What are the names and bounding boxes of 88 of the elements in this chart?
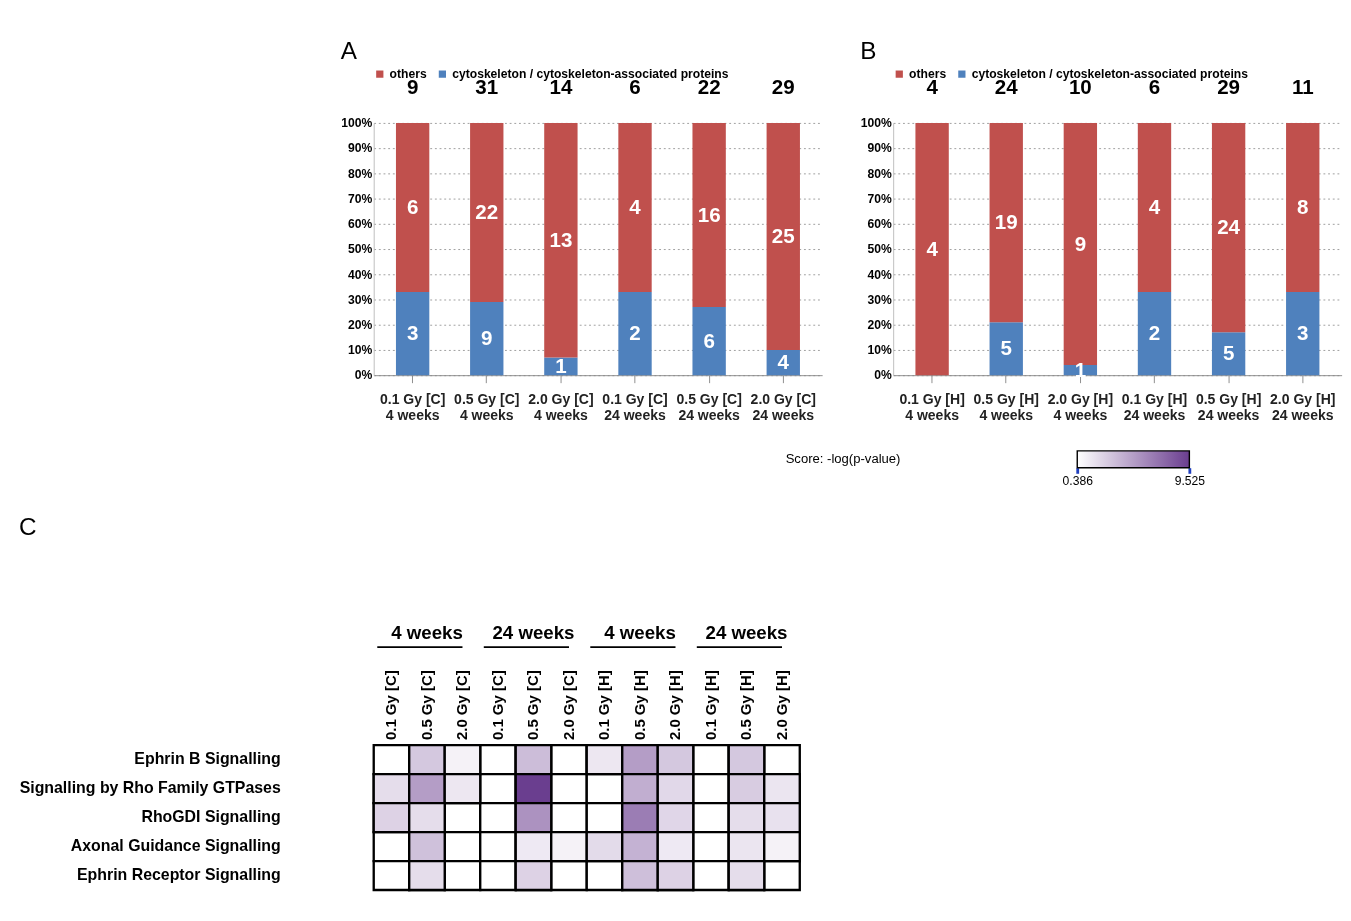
y-tick-label: RhoGDI Signalling [141,808,281,826]
x-tick-label: 0.1 Gy [H] [595,670,613,741]
y-tick-label: 60% [348,217,373,232]
annotation: 8 [1297,194,1309,218]
y-tick-label: 80% [348,166,373,181]
y-tick-label: 90% [348,141,373,156]
y-tick-label: 20% [867,317,892,332]
y-tick-label: 50% [867,242,892,257]
y-tick-label: Signalling by Rho Family GTPases [19,779,281,797]
color-bar-label: 0.386 [1062,473,1094,488]
annotation: 16 [697,202,721,226]
y-tick-label: 90% [867,141,892,156]
x-tick-label: 2.0 Gy [C] 4 weeks [528,390,594,423]
y-tick-label: 70% [348,191,373,206]
x-tick-label: 0.5 Gy [C] [524,670,542,741]
y-tick-label: 30% [867,292,892,307]
x-tick-label: 0.5 Gy [C] 4 weeks [454,390,520,423]
color-bar-title: Score: -log(p-value) [785,451,901,467]
x-tick-label: 2.0 Gy [C] [453,670,471,741]
y-tick-label: 50% [348,242,373,257]
annotation: 2 [629,321,641,345]
y-tick-label: 10% [348,343,373,358]
y-tick-label: 30% [348,292,373,307]
y-tick-label: 40% [348,267,373,282]
x-tick-label: 2.0 Gy [H] 4 weeks [1047,390,1114,423]
x-tick-label: 0.1 Gy [C] 4 weeks [379,390,446,423]
annotation: 5 [1000,336,1012,360]
annotation: 9 [1074,231,1087,255]
x-tick-label: 0.1 Gy [C] [488,670,506,741]
y-tick-label: Ephrin Receptor Signalling [77,866,281,884]
text: 4 weeks [391,621,463,643]
text: 4 weeks [604,621,676,643]
y-tick-label: 10% [867,343,892,358]
x-tick-label: 0.5 Gy [C] 24 weeks [676,390,742,423]
y-tick-label: 70% [867,191,892,206]
legend-label: cytoskeleton / cytoskeleton-associated proteins [971,66,1249,81]
text: 24 weeks [705,621,788,643]
y-tick-label: 20% [348,317,373,332]
annotation: 4 [1148,194,1161,218]
x-tick-label: 0.5 Gy [H] [737,670,755,741]
y-tick-label: 0% [354,368,373,383]
x-tick-label: 2.0 Gy [C] [559,670,577,741]
x-tick-label: 2.0 Gy [H] 24 weeks [1270,390,1336,423]
y-tick-label: 100% [341,116,373,131]
color-bar-label: 9.525 [1174,473,1206,488]
x-tick-label: 0.5 Gy [H] 4 weeks [973,390,1039,423]
annotation: 3 [406,321,419,345]
chart-title: B [860,37,877,65]
y-tick-label: Axonal Guidance Signalling [70,837,281,855]
y-tick-label: 60% [867,217,892,232]
annotation: 6 [406,194,419,218]
y-tick-label: 80% [867,166,892,181]
x-tick-label: 2.0 Gy [H] [666,670,684,741]
x-tick-label: 0.5 Gy [H] 24 weeks [1195,390,1262,423]
x-tick-label: 2.0 Gy [H] [772,670,790,741]
annotation: 2 [1148,321,1161,345]
annotation: 25 [771,224,795,247]
x-tick-label: 0.1 Gy [C] 24 weeks [602,390,668,423]
y-tick-label: 40% [867,267,892,282]
legend-label: cytoskeleton / cytoskeleton-associated proteins [452,66,729,81]
annotation: 5 [1222,341,1235,365]
x-tick-label: 2.0 Gy [C] 24 weeks [750,390,816,423]
annotation: 22 [475,200,499,224]
annotation: 1 [555,353,567,377]
x-tick-label: 0.5 Gy [C] [417,670,435,741]
annotation: 13 [549,227,573,251]
y-tick-label: Ephrin B Signalling [134,750,281,768]
annotation: 4 [629,194,642,218]
text: 29 [771,74,795,98]
x-tick-label: 0.5 Gy [H] [630,670,648,741]
x-tick-label: 0.1 Gy [H] 24 weeks [1121,390,1188,423]
annotation: 1 [1074,357,1087,381]
annotation: 6 [703,328,715,352]
chart-title: A [340,37,358,65]
x-tick-label: 0.1 Gy [H] 4 weeks [899,390,965,423]
annotation: 9 [481,326,493,350]
text: 24 weeks [492,621,575,643]
annotation: 3 [1297,321,1309,345]
annotation: 4 [777,350,790,374]
annotation: 19 [994,210,1018,234]
annotation: 4 [926,236,939,260]
x-tick-label: 0.1 Gy [C] [382,670,400,741]
y-tick-label: 0% [874,368,892,383]
text: 11 [1291,74,1314,98]
y-tick-label: 100% [860,116,893,131]
annotation: 24 [1217,215,1241,239]
x-tick-label: 0.1 Gy [H] [701,670,719,741]
text: C [19,512,37,540]
